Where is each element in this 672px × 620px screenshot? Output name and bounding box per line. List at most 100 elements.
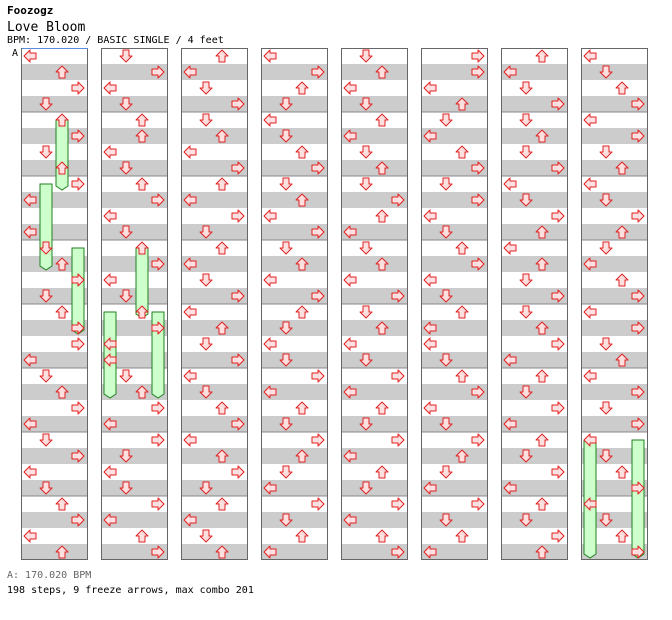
up-arrow — [55, 65, 69, 79]
up-arrow — [615, 353, 629, 367]
right-arrow — [311, 433, 325, 447]
stripe — [181, 384, 248, 400]
up-arrow — [55, 305, 69, 319]
stripe — [181, 480, 248, 496]
stripe — [261, 544, 328, 560]
right-arrow — [631, 481, 645, 495]
left-arrow — [23, 417, 37, 431]
right-arrow — [631, 385, 645, 399]
right-arrow — [551, 529, 565, 543]
chart-column — [421, 48, 488, 560]
down-arrow — [119, 97, 133, 111]
down-arrow — [359, 481, 373, 495]
left-arrow — [183, 433, 197, 447]
down-arrow — [39, 145, 53, 159]
down-arrow — [439, 289, 453, 303]
left-arrow — [263, 273, 277, 287]
right-arrow — [631, 97, 645, 111]
stripe — [581, 320, 648, 336]
stripe — [21, 384, 88, 400]
artist-name: Foozogz — [7, 4, 54, 17]
stripe — [101, 448, 168, 464]
stripe — [181, 160, 248, 176]
freeze-arrow — [151, 311, 165, 399]
stripe — [581, 256, 648, 272]
left-arrow — [343, 385, 357, 399]
down-arrow — [39, 97, 53, 111]
up-arrow — [375, 321, 389, 335]
stripe — [501, 256, 568, 272]
stripe — [261, 288, 328, 304]
stripe — [101, 192, 168, 208]
down-arrow — [599, 513, 613, 527]
stripe — [101, 512, 168, 528]
down-arrow — [439, 417, 453, 431]
stripe — [421, 512, 488, 528]
left-arrow — [103, 145, 117, 159]
stripe — [421, 384, 488, 400]
stripe — [581, 288, 648, 304]
down-arrow — [199, 529, 213, 543]
stripe — [261, 96, 328, 112]
up-arrow — [535, 369, 549, 383]
left-arrow — [423, 81, 437, 95]
column-border — [421, 48, 488, 560]
up-arrow — [375, 529, 389, 543]
stripe — [581, 96, 648, 112]
left-arrow — [343, 337, 357, 351]
right-arrow — [231, 465, 245, 479]
down-arrow — [359, 417, 373, 431]
up-arrow — [455, 97, 469, 111]
stripe — [501, 128, 568, 144]
stripe — [341, 64, 408, 80]
up-arrow — [55, 161, 69, 175]
left-arrow — [183, 369, 197, 383]
stripe — [581, 160, 648, 176]
up-arrow — [215, 177, 229, 191]
stripe — [261, 192, 328, 208]
stripe — [261, 480, 328, 496]
left-arrow — [583, 113, 597, 127]
left-arrow — [23, 353, 37, 367]
right-arrow — [151, 545, 165, 559]
stripe — [101, 288, 168, 304]
stripe — [581, 384, 648, 400]
stripe — [341, 544, 408, 560]
up-arrow — [55, 497, 69, 511]
left-arrow — [263, 337, 277, 351]
right-arrow — [71, 129, 85, 143]
right-arrow — [551, 209, 565, 223]
down-arrow — [439, 225, 453, 239]
up-arrow — [215, 401, 229, 415]
down-arrow — [359, 145, 373, 159]
left-arrow — [23, 465, 37, 479]
right-arrow — [471, 433, 485, 447]
right-arrow — [471, 385, 485, 399]
up-arrow — [215, 449, 229, 463]
stripe — [581, 192, 648, 208]
down-arrow — [199, 81, 213, 95]
down-arrow — [519, 273, 533, 287]
stripe — [341, 288, 408, 304]
left-arrow — [423, 129, 437, 143]
bpm-legend: A: 170.020 BPM — [7, 570, 92, 581]
left-arrow — [343, 81, 357, 95]
left-arrow — [343, 225, 357, 239]
up-arrow — [455, 145, 469, 159]
right-arrow — [71, 273, 85, 287]
right-arrow — [471, 49, 485, 63]
stripe — [261, 320, 328, 336]
down-arrow — [199, 385, 213, 399]
right-arrow — [471, 193, 485, 207]
up-arrow — [535, 321, 549, 335]
left-arrow — [343, 129, 357, 143]
stripe — [421, 416, 488, 432]
down-arrow — [279, 129, 293, 143]
right-arrow — [551, 465, 565, 479]
left-arrow — [423, 545, 437, 559]
chart-column — [261, 48, 328, 560]
up-arrow — [615, 465, 629, 479]
down-arrow — [119, 225, 133, 239]
stripe — [341, 160, 408, 176]
down-arrow — [279, 321, 293, 335]
